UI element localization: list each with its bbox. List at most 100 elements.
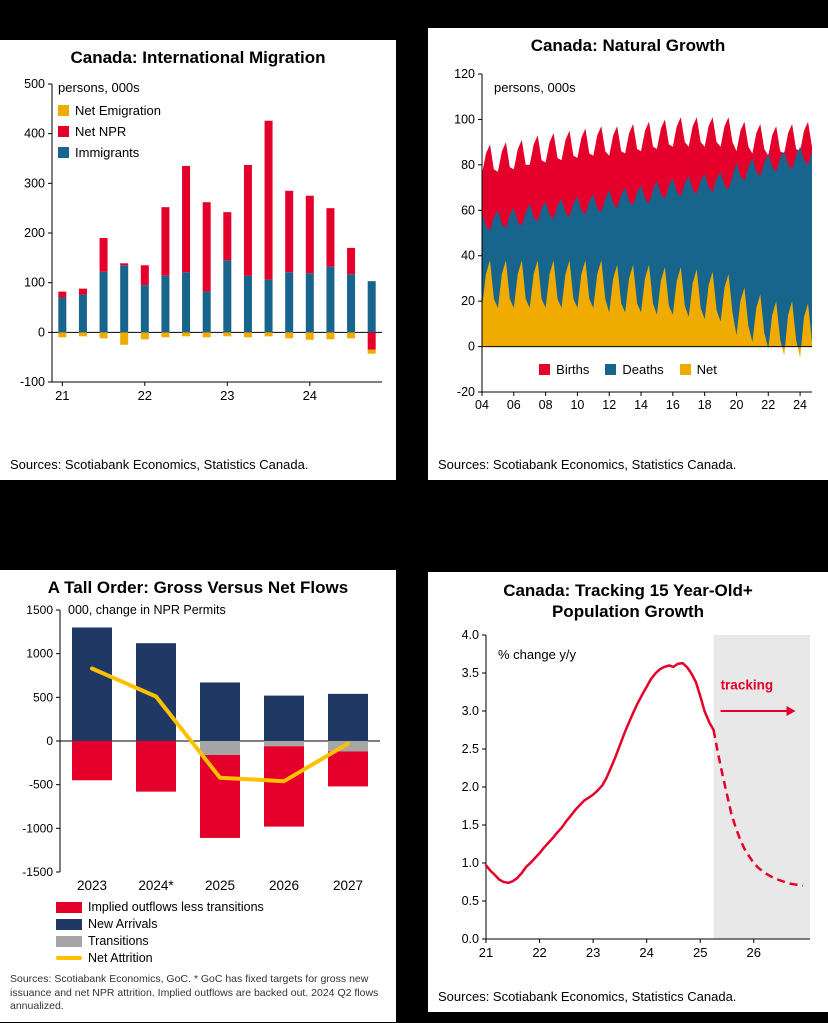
bar-segment — [182, 165, 191, 273]
bar-segment — [99, 271, 108, 333]
legend-item-births: Births — [539, 362, 589, 377]
bar-segment — [305, 195, 314, 274]
svg-text:21: 21 — [55, 388, 69, 403]
bar-segment — [264, 279, 273, 333]
svg-text:2.0: 2.0 — [462, 780, 479, 794]
bar-segment — [223, 332, 232, 337]
migration-chart-svg: -100 0 100 200 300 400 500 21 22 23 24 — [20, 77, 382, 403]
bar-segment — [264, 120, 273, 280]
legend-item-implied-outflows: Implied outflows less transitions — [56, 900, 388, 914]
svg-text:100: 100 — [454, 112, 475, 126]
bar-segment — [202, 332, 211, 338]
bar-segment — [140, 332, 149, 340]
legend-item-net-emigration: Net Emigration — [58, 103, 161, 118]
new-arrivals-swatch — [56, 918, 82, 930]
svg-text:10: 10 — [570, 398, 584, 412]
chart-title-natural-growth: Canada: Natural Growth — [530, 36, 726, 55]
svg-text:14: 14 — [634, 398, 648, 412]
bar-segment — [58, 332, 67, 338]
bar-segment — [223, 212, 232, 261]
bar-segment — [264, 332, 273, 337]
chart-migration: -100 0 100 200 300 400 500 21 22 23 24 persons, 00… — [8, 70, 388, 408]
svg-text:25: 25 — [693, 945, 707, 960]
bar-segment — [243, 332, 252, 338]
tracking-annotation: tracking — [721, 677, 774, 692]
svg-text:23: 23 — [220, 388, 234, 403]
legend-label: Net Emigration — [75, 103, 161, 118]
svg-text:23: 23 — [586, 945, 600, 960]
legend-item-new-arrivals: New Arrivals — [56, 917, 388, 931]
svg-text:400: 400 — [24, 127, 45, 141]
outflows-bar — [136, 741, 176, 792]
svg-text:-20: -20 — [457, 385, 475, 399]
births-swatch — [539, 364, 551, 375]
svg-text:500: 500 — [24, 77, 45, 91]
bar-segment — [120, 263, 129, 266]
svg-text:-500: -500 — [29, 778, 53, 792]
svg-text:-1000: -1000 — [22, 821, 53, 835]
bar-segment — [140, 265, 149, 286]
svg-text:2025: 2025 — [205, 878, 235, 893]
svg-text:0.5: 0.5 — [462, 894, 479, 908]
bar-segment — [58, 297, 67, 333]
panel-natural-growth: Canada: Natural Growth -20 0 20 40 60 80 100 12… — [428, 28, 828, 480]
bar-segment — [243, 164, 252, 276]
net-swatch — [679, 364, 691, 375]
svg-text:3.5: 3.5 — [462, 666, 479, 680]
bar-segment — [367, 281, 376, 333]
svg-text:1000: 1000 — [26, 647, 53, 661]
transitions-swatch — [56, 935, 82, 947]
new-arrivals-bar — [72, 627, 112, 741]
new-arrivals-bar — [200, 682, 240, 741]
bar-segment — [285, 272, 294, 333]
bar-segment — [243, 275, 252, 333]
svg-text:22: 22 — [532, 945, 546, 960]
svg-text:300: 300 — [24, 176, 45, 190]
bar-segment — [326, 332, 335, 340]
net-attrition-swatch — [56, 956, 82, 960]
bar-segment — [161, 332, 170, 338]
svg-text:16: 16 — [666, 398, 680, 412]
legend-item-net: Net — [679, 362, 717, 377]
svg-text:1500: 1500 — [26, 603, 53, 617]
bar-segment — [120, 332, 129, 345]
svg-text:80: 80 — [461, 158, 475, 172]
bar-segment — [58, 291, 67, 298]
panel-gross-net-flows: A Tall Order: Gross Versus Net Flows -15… — [0, 570, 396, 1022]
forecast-shade — [713, 634, 810, 939]
flows-legend: Implied outflows less transitions New Ar… — [56, 900, 388, 965]
svg-text:1.0: 1.0 — [462, 856, 479, 870]
svg-text:0: 0 — [46, 734, 53, 748]
bar-segment — [367, 332, 376, 350]
svg-text:2.5: 2.5 — [462, 742, 479, 756]
svg-text:24: 24 — [303, 388, 317, 403]
legend-item-immigrants: Immigrants — [58, 145, 161, 160]
outflows-bar — [72, 741, 112, 781]
svg-text:18: 18 — [698, 398, 712, 412]
area-net — [482, 260, 812, 358]
net-attrition-line — [90, 666, 350, 784]
legend-label: Net — [696, 362, 717, 377]
chart-title-tracking: Canada: Tracking 15 Year-Old+ Population… — [503, 581, 753, 622]
panel-population-tracking: Canada: Tracking 15 Year-Old+ Population… — [428, 572, 828, 1012]
legend-label: Births — [556, 362, 590, 377]
bar-segment — [78, 332, 87, 337]
svg-text:24: 24 — [639, 945, 653, 960]
bar-segment — [202, 202, 211, 292]
natural-growth-unit-label: persons, 000s — [494, 80, 576, 95]
svg-text:100: 100 — [24, 276, 45, 290]
svg-text:200: 200 — [24, 226, 45, 240]
tracking-chart-svg: 0.0 0.5 1.0 1.5 2.0 2.5 3.0 3.5 4.0 21 22 23 24 25 26 t… — [462, 628, 810, 960]
svg-text:500: 500 — [33, 690, 53, 704]
bar-segment — [99, 332, 108, 339]
flows-source-note: Sources: Scotiabank Economics, GoC. * Go… — [10, 973, 379, 1013]
bar-segment — [78, 294, 87, 333]
outflows-bar — [328, 751, 368, 787]
bar-segment — [285, 190, 294, 273]
svg-text:4.0: 4.0 — [462, 628, 479, 642]
svg-text:08: 08 — [539, 398, 553, 412]
new-arrivals-bar — [328, 693, 368, 741]
svg-text:2023: 2023 — [77, 878, 107, 893]
svg-text:22: 22 — [761, 398, 775, 412]
